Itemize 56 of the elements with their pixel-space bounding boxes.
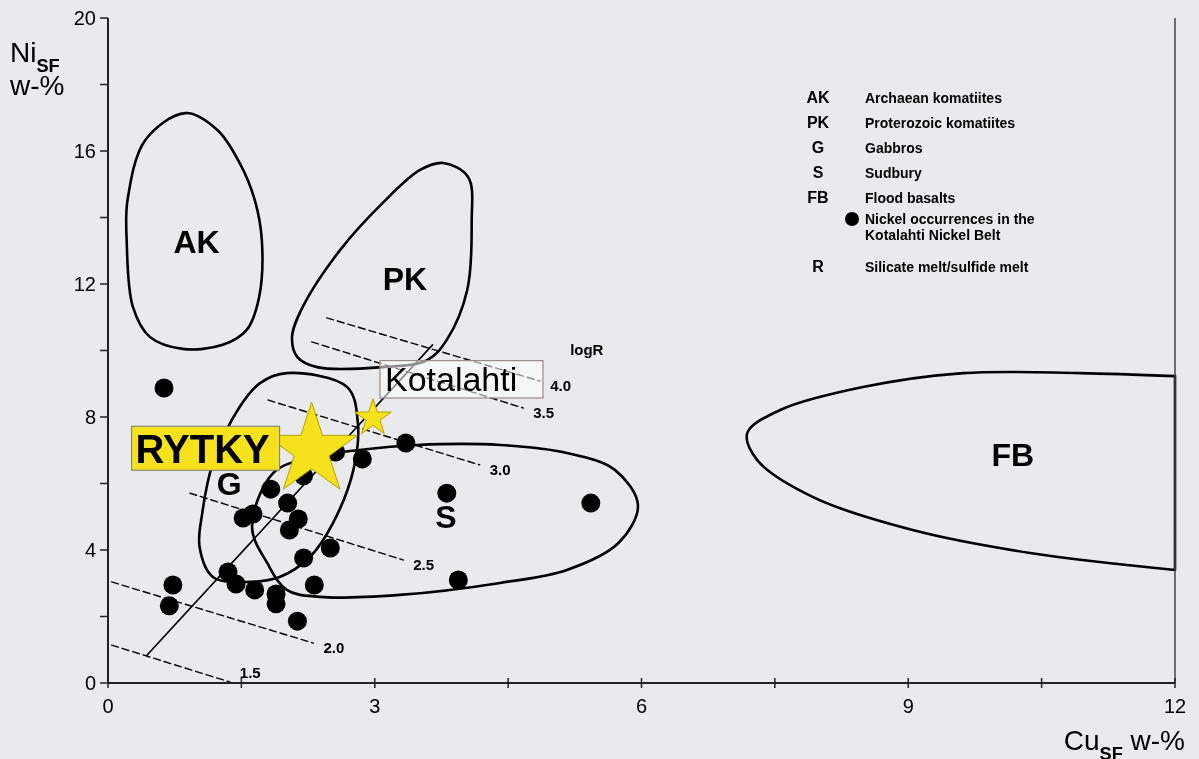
point xyxy=(320,538,340,558)
point xyxy=(163,575,183,595)
point xyxy=(437,483,457,503)
y-tick-label: 0 xyxy=(84,672,96,694)
point xyxy=(159,596,179,616)
x-tick-label: 12 xyxy=(1163,695,1187,717)
annotation: PK xyxy=(806,114,830,131)
annotation: Archaean komatiites xyxy=(865,90,1003,106)
point xyxy=(245,580,265,600)
annotation: AK xyxy=(173,224,220,261)
series-label: Kotalahti xyxy=(384,360,518,399)
y-tick-label: 12 xyxy=(73,273,96,295)
annotation: S xyxy=(812,164,824,181)
y-tick-label: 16 xyxy=(73,140,96,162)
x-tick-label: 0 xyxy=(102,695,114,717)
point xyxy=(581,493,601,513)
annotation: FB xyxy=(807,189,829,206)
point xyxy=(287,611,307,631)
series-label: 4.0 xyxy=(550,377,571,395)
x-tick-label: 9 xyxy=(902,695,914,717)
annotation: Proterozoic komatiites xyxy=(865,115,1016,131)
point xyxy=(352,449,372,469)
annotation: S xyxy=(435,498,457,535)
y-tick-label: 8 xyxy=(84,406,96,428)
annotation: PK xyxy=(382,261,428,298)
series-label: 3.0 xyxy=(489,460,511,478)
point xyxy=(288,509,308,529)
series-label: 2.0 xyxy=(323,639,345,657)
point xyxy=(354,398,392,435)
x-tick-label: 3 xyxy=(369,695,381,717)
point xyxy=(304,575,324,595)
y-axis-title: Ni$_{SF}$ w-% xyxy=(9,37,65,101)
series-label: 2.5 xyxy=(413,555,435,573)
point xyxy=(226,574,246,594)
y-tick-label: 20 xyxy=(73,7,96,29)
legend-label: Nickel occurrences in the Kotalahti Nickel Belt xyxy=(865,211,1035,243)
point xyxy=(396,433,416,453)
x-tick-label: 6 xyxy=(635,695,648,717)
series-label: 1.5 xyxy=(239,664,261,681)
annotation: logR xyxy=(570,341,604,359)
annotation: Silicate melt/sulfide melt xyxy=(865,259,1029,275)
point xyxy=(261,479,281,499)
annotation: AK xyxy=(806,89,830,106)
y-tick-label: 4 xyxy=(84,539,96,561)
annotation: R xyxy=(812,258,825,275)
point xyxy=(278,493,298,513)
point xyxy=(154,378,174,398)
annotation: Gabbros xyxy=(865,140,923,156)
series-label: 3.5 xyxy=(533,404,555,422)
point xyxy=(243,504,263,524)
annotation: FB xyxy=(991,436,1035,473)
annotation: Flood basalts xyxy=(865,190,956,206)
point xyxy=(448,570,468,590)
annotation: Sudbury xyxy=(865,165,922,181)
annotation: G xyxy=(811,139,825,156)
point xyxy=(294,548,314,568)
